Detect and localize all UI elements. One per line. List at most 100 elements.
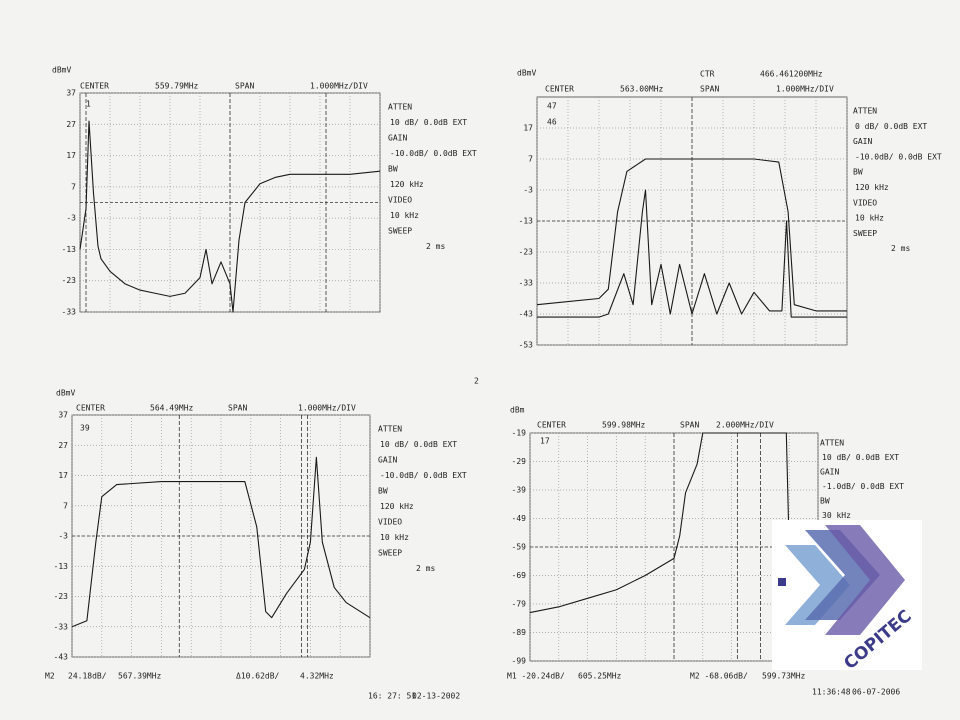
y-tick-label: -13	[54, 562, 69, 571]
setting-text: ATTEN	[820, 439, 844, 448]
y-tick-label: -29	[512, 457, 527, 466]
header-text: CENTER	[545, 85, 574, 94]
setting-text: VIDEO	[378, 518, 402, 527]
unit-label: dBmV	[52, 66, 71, 75]
y-tick-label: -99	[512, 657, 527, 666]
marker-readout: 39	[80, 424, 90, 433]
setting-text: 10 kHz	[380, 533, 409, 542]
setting-text: BW	[378, 487, 388, 496]
header-text: 1.000MHz/DIV	[310, 82, 368, 91]
setting-text: 120 kHz	[855, 183, 889, 192]
setting-text: 10 dB/ 0.0dB EXT	[380, 440, 457, 449]
y-tick-label: -23	[519, 248, 534, 257]
unit-label: dBm	[510, 406, 525, 415]
header-text: CENTER	[537, 421, 566, 430]
analyzer-panel: 37 27 17 7 -3 -13 -23 -33 dBmV CENTER 559.79MHz SPA…	[52, 66, 477, 317]
y-tick-label: -23	[54, 592, 69, 601]
y-tick-label: -13	[62, 245, 77, 254]
setting-text: SWEEP	[378, 549, 402, 558]
y-tick-label: 7	[63, 501, 68, 510]
header-text: 564.49MHz	[150, 404, 194, 413]
unit-label: dBmV	[517, 69, 536, 78]
setting-text: ATTEN	[378, 425, 402, 434]
header-text: 559.79MHz	[155, 82, 199, 91]
setting-text: 10 dB/ 0.0dB EXT	[390, 118, 467, 127]
setting-text: 2 ms	[426, 242, 445, 251]
header-text: SPAN	[680, 421, 699, 430]
y-tick-label: -3	[66, 214, 76, 223]
trace	[529, 432, 819, 614]
logo: COPITEC	[772, 520, 922, 674]
marker-readout: 1	[86, 100, 91, 109]
setting-text: GAIN	[378, 456, 397, 465]
trace	[536, 158, 847, 312]
setting-text: 2 ms	[891, 244, 910, 253]
footer-text: 24.18dB/	[68, 672, 107, 681]
header-text: 599.98MHz	[602, 421, 646, 430]
y-tick-label: -33	[54, 622, 69, 631]
header-text: CENTER	[80, 82, 109, 91]
setting-text: BW	[388, 165, 398, 174]
y-tick-label: 7	[71, 182, 76, 191]
y-tick-label: -33	[62, 308, 77, 317]
setting-text: GAIN	[820, 468, 839, 477]
footer-text: 567.39MHz	[118, 672, 162, 681]
footer-text: Δ10.62dB/	[236, 672, 280, 681]
footer-text: M2	[45, 672, 55, 681]
header-text: 2.000MHz/DIV	[716, 421, 774, 430]
setting-text: 10 dB/ 0.0dB EXT	[822, 453, 899, 462]
header-text: SPAN	[235, 82, 254, 91]
y-tick-label: -59	[512, 543, 527, 552]
unit-label: dBmV	[56, 389, 75, 398]
marker-readout: 47	[547, 102, 557, 111]
header-text: 1.000MHz/DIV	[776, 85, 834, 94]
setting-text: VIDEO	[853, 198, 877, 207]
setting-text: -10.0dB/ 0.0dB EXT	[380, 471, 467, 480]
setting-text: 120 kHz	[390, 180, 424, 189]
setting-text: SWEEP	[388, 227, 412, 236]
setting-text: GAIN	[388, 134, 407, 143]
footer-text: M2 -68.06dB/	[690, 672, 748, 681]
y-tick-label: 27	[58, 441, 68, 450]
setting-text: -10.0dB/ 0.0dB EXT	[855, 152, 942, 161]
trace	[79, 120, 381, 313]
setting-text: ATTEN	[388, 103, 412, 112]
footer-text: 11:36:48	[812, 688, 851, 697]
setting-text: 0 dB/ 0.0dB EXT	[855, 122, 927, 131]
y-tick-label: -39	[512, 486, 527, 495]
footer-text: 599.73MHz	[762, 672, 806, 681]
header-text: SPAN	[228, 404, 247, 413]
header-text: 1.000MHz/DIV	[298, 404, 356, 413]
y-tick-label: 17	[58, 471, 68, 480]
marker-readout: 46	[547, 118, 557, 127]
footer-text: M1 -20.24dB/	[507, 672, 565, 681]
setting-text: VIDEO	[388, 196, 412, 205]
trace	[537, 189, 847, 318]
setting-text: 10 kHz	[855, 214, 884, 223]
y-tick-label: -69	[512, 571, 527, 580]
setting-text: 30 kHz	[822, 511, 851, 520]
y-tick-label: -43	[54, 653, 69, 662]
y-tick-label: -89	[512, 628, 527, 637]
y-tick-label: -13	[519, 217, 534, 226]
y-tick-label: -3	[58, 532, 68, 541]
y-tick-label: -43	[519, 310, 534, 319]
setting-text: 10 kHz	[390, 211, 419, 220]
footer-text: 605.25MHz	[578, 672, 622, 681]
y-tick-label: 7	[528, 155, 533, 164]
y-tick-label: 37	[58, 411, 68, 420]
footer-text: 4.32MHz	[300, 672, 334, 681]
setting-text: -1.0dB/ 0.0dB EXT	[822, 482, 904, 491]
footer-text: 06-07-2006	[852, 688, 900, 697]
y-tick-label: -53	[519, 341, 534, 350]
header-text: SPAN	[700, 85, 719, 94]
trace	[71, 456, 371, 628]
y-tick-label: 17	[523, 124, 533, 133]
setting-text: GAIN	[853, 137, 872, 146]
y-tick-label: -3	[523, 186, 533, 195]
y-tick-label: -19	[512, 429, 527, 438]
y-tick-label: 17	[66, 151, 76, 160]
